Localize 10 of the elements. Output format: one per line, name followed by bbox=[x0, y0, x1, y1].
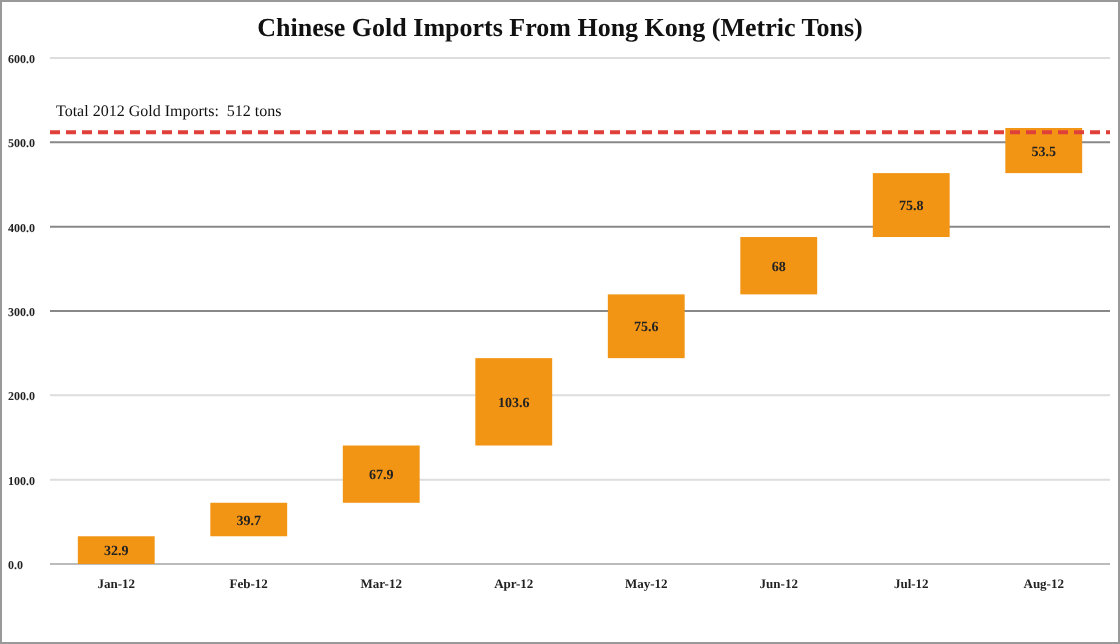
bar bbox=[210, 502, 288, 537]
bar bbox=[607, 294, 685, 359]
bar bbox=[872, 173, 950, 238]
bar bbox=[475, 358, 553, 446]
bar bbox=[1005, 128, 1083, 174]
bar bbox=[342, 445, 420, 503]
bar bbox=[740, 237, 818, 295]
chart-title: Chinese Gold Imports From Hong Kong (Metric Tons) bbox=[257, 12, 863, 42]
ref-line-label: Total 2012 Gold Imports: 512 tons bbox=[56, 102, 282, 121]
bar bbox=[77, 536, 155, 564]
